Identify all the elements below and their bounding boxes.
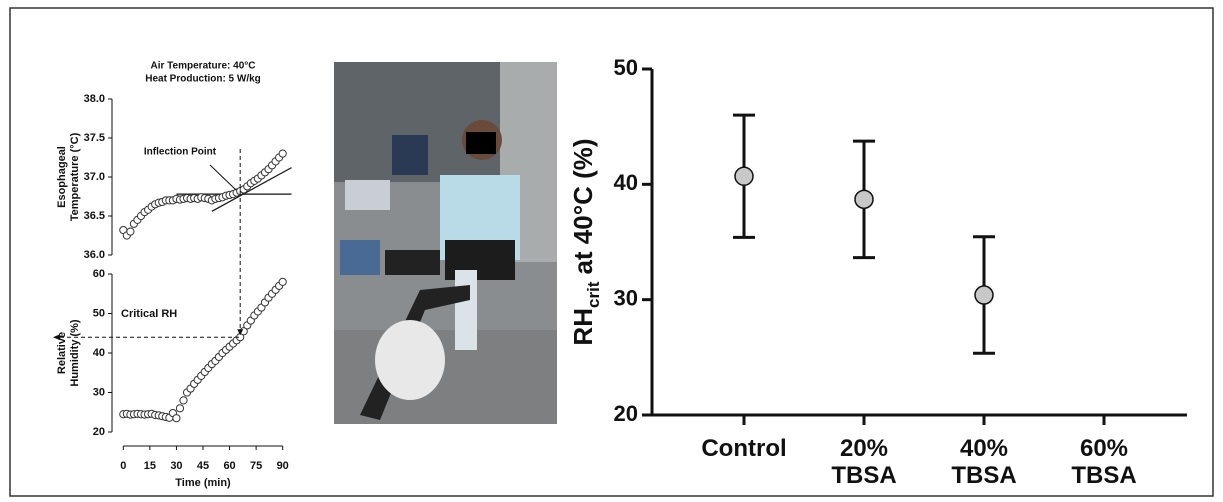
x-tick-label: 30 (170, 460, 182, 472)
x-axis-label: Time (min) (175, 477, 231, 489)
y-tick-label: 60 (93, 268, 105, 280)
chart: 36.0 36.5 37.0 37.5 38.0 EsophagealTemperatur… (0, 0, 1223, 502)
data-point (176, 405, 183, 412)
data-point (279, 150, 286, 157)
data-point (855, 190, 873, 208)
data-point (735, 167, 753, 185)
photo (334, 62, 557, 424)
y-tick-label: 50 (614, 55, 638, 80)
data-point (173, 415, 180, 422)
x-tick-label: Control (694, 435, 794, 462)
x-tick-label: 60 (223, 460, 235, 472)
chart-title: Heat Production: 5 W/kg (145, 74, 261, 85)
chart-title: Air Temperature: 40°C (151, 61, 256, 72)
y-tick-label: 30 (614, 285, 638, 310)
x-tick-label: 15 (144, 460, 156, 472)
x-tick-label: 40% TBSA (934, 435, 1034, 489)
x-tick-label: 45 (197, 460, 209, 472)
y-axis-label-part: crit (584, 281, 603, 308)
y-tick-label: 37.0 (84, 171, 105, 183)
y-axis-label: RHcrit at 40°C (%) (568, 138, 603, 345)
x-tick-label: 60% TBSA (1054, 435, 1154, 489)
y-tick-label: 40 (93, 347, 105, 359)
y-tick-label: 38.0 (84, 93, 105, 105)
y-axis-label-part: at 40°C (%) (568, 138, 598, 274)
y-tick-label: 36.5 (84, 210, 105, 222)
data-point (279, 278, 286, 285)
y-tick-label: 37.5 (84, 132, 105, 144)
x-tick-label: 90 (277, 460, 289, 472)
y-tick-label: 50 (93, 307, 105, 319)
x-tick-label: 75 (250, 460, 262, 472)
y-axis-label: Temperature (°C) (69, 132, 81, 221)
figure: 36.0 36.5 37.0 37.5 38.0 EsophagealTemperatur… (0, 0, 1223, 502)
y-tick-label: 20 (614, 401, 638, 426)
data-point (975, 286, 993, 304)
annotation: Critical RH (121, 308, 177, 320)
data-point (180, 397, 187, 404)
annotation-arrow (210, 165, 236, 190)
y-tick-label: 20 (93, 426, 105, 438)
x-tick-label: 0 (120, 460, 126, 472)
y-tick-label: 36.0 (84, 249, 105, 261)
y-tick-label: 30 (93, 386, 105, 398)
x-tick-label: 20% TBSA (814, 435, 914, 489)
y-axis-label: Esophageal (56, 146, 68, 208)
y-tick-label: 40 (614, 170, 638, 195)
annotation: Inflection Point (144, 147, 217, 158)
fit-line (212, 168, 292, 212)
data-point (127, 228, 134, 235)
y-axis-label-part: RH (568, 308, 598, 346)
y-axis-label: Humidity (%) (69, 319, 81, 387)
